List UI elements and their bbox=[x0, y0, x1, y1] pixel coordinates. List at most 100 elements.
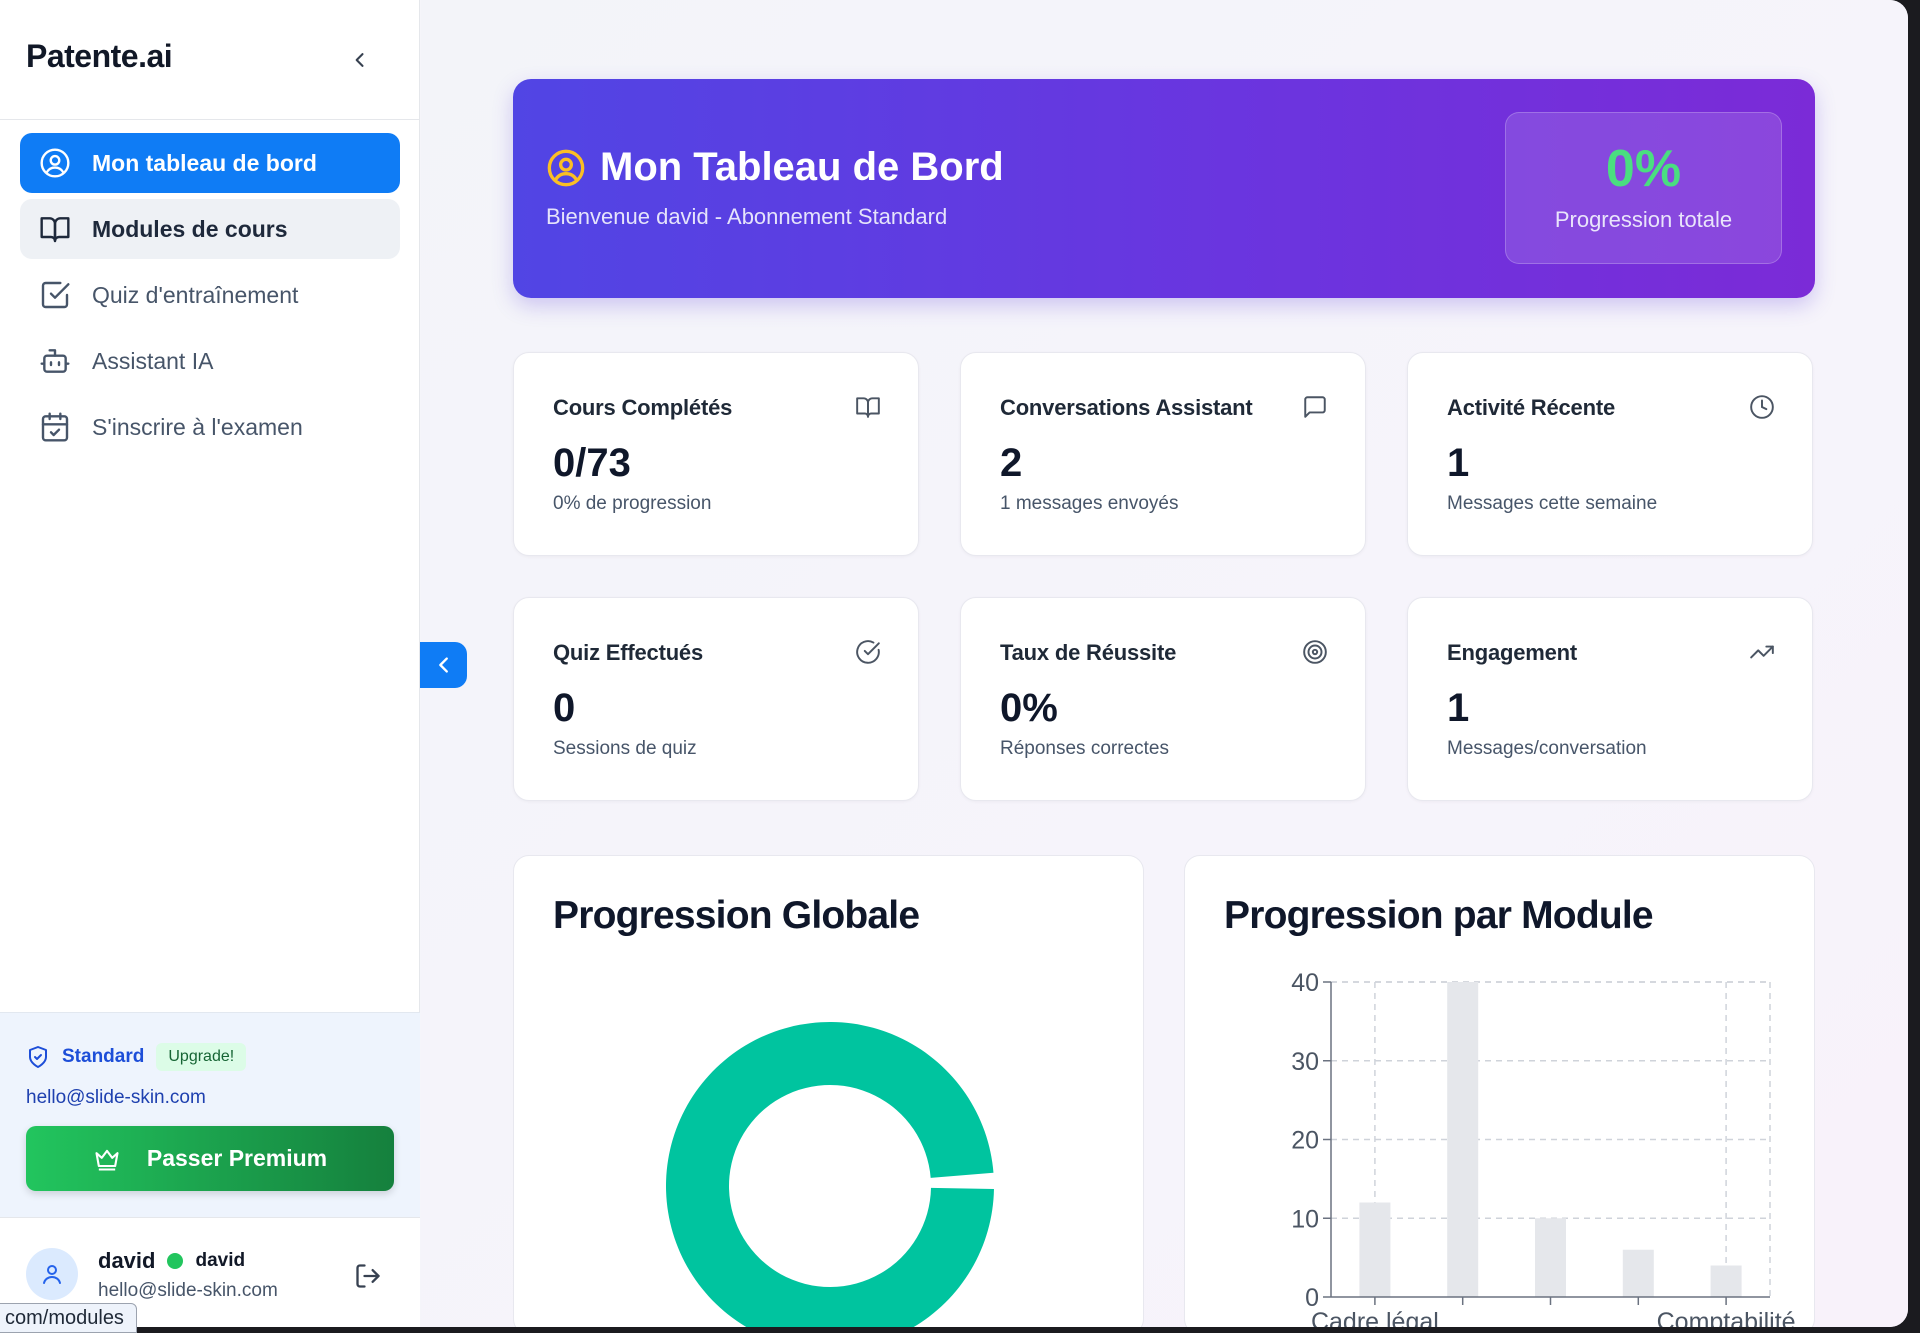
stat-card-subtitle: Messages/conversation bbox=[1447, 738, 1647, 759]
shield-check-icon bbox=[29, 1046, 47, 1068]
status-bar-url: com/modules bbox=[0, 1303, 137, 1333]
stat-card-subtitle: Sessions de quiz bbox=[553, 738, 697, 759]
stat-card-title: Quiz Effectués bbox=[553, 640, 704, 665]
page-title-row: Mon Tableau de Bord bbox=[546, 145, 1004, 190]
y-tick-label: 20 bbox=[1291, 1127, 1319, 1155]
nav-item-label: S'inscrire à l'examen bbox=[92, 413, 303, 440]
message-square-icon bbox=[1301, 393, 1329, 421]
book-open-icon bbox=[38, 212, 72, 246]
nav-item-label: Mon tableau de bord bbox=[92, 149, 317, 176]
chevron-left-icon bbox=[355, 53, 364, 67]
x-tick-label: Cadre légal bbox=[1311, 1308, 1439, 1327]
nav-item-label: Assistant IA bbox=[92, 347, 214, 374]
check-circle-icon bbox=[854, 638, 882, 666]
stat-card-quizzes: Quiz Effectués 0 Sessions de quiz bbox=[513, 597, 919, 801]
stat-card-value: 1 bbox=[1447, 686, 1470, 730]
user-circle-icon bbox=[547, 149, 585, 186]
stat-card-activity: Activité Récente 1 Messages cette semain… bbox=[1407, 352, 1813, 556]
user-circle-icon bbox=[38, 146, 72, 180]
stat-card-subtitle: Réponses correctes bbox=[1000, 738, 1169, 759]
bot-icon bbox=[38, 344, 72, 378]
user-icon bbox=[43, 1265, 61, 1284]
online-status-dot bbox=[167, 1253, 184, 1269]
stat-card-value: 0 bbox=[553, 686, 576, 730]
stat-card-title: Activité Récente bbox=[1447, 395, 1615, 420]
stat-card-conversations: Conversations Assistant 2 1 messages env… bbox=[960, 352, 1366, 556]
welcome-subtitle: Bienvenue david - Abonnement Standard bbox=[546, 204, 948, 229]
global-progress-panel: Progression Globale bbox=[513, 855, 1144, 1327]
stat-card-engagement: Engagement 1 Messages/conversation bbox=[1407, 597, 1813, 801]
y-tick-label: 0 bbox=[1305, 1284, 1319, 1312]
book-open-icon bbox=[854, 393, 882, 421]
bar-0[interactable] bbox=[1359, 1202, 1391, 1298]
stat-card-title: Engagement bbox=[1447, 640, 1578, 665]
stat-card-value: 1 bbox=[1447, 441, 1470, 485]
bar-3[interactable] bbox=[1622, 1249, 1654, 1297]
main-content: Mon Tableau de Bord Bienvenue david - Ab… bbox=[421, 0, 1908, 1327]
stat-card-value: 0/73 bbox=[553, 441, 631, 485]
user-name: david bbox=[98, 1248, 156, 1273]
check-square-icon bbox=[38, 278, 72, 312]
user-username: david bbox=[195, 1250, 246, 1271]
total-progress-stat: 0% Progression totale bbox=[1505, 112, 1782, 264]
nav-item-assistant[interactable]: Assistant IA bbox=[20, 331, 400, 391]
sidebar: Patente.ai Mon tableau de bord Modules d… bbox=[0, 0, 420, 1327]
plan-name: Standard bbox=[62, 1046, 145, 1067]
target-icon bbox=[1301, 638, 1329, 666]
bar-4[interactable] bbox=[1710, 1265, 1742, 1298]
stat-card-title: Conversations Assistant bbox=[1000, 395, 1253, 420]
stat-card-title: Cours Complétés bbox=[553, 395, 733, 420]
nav-item-modules[interactable]: Modules de cours bbox=[20, 199, 400, 259]
total-progress-label: Progression totale bbox=[1554, 207, 1733, 232]
nav-item-label: Quiz d'entraînement bbox=[92, 281, 299, 308]
y-tick-label: 40 bbox=[1291, 969, 1319, 997]
nav-item-dashboard[interactable]: Mon tableau de bord bbox=[20, 133, 400, 193]
stat-card-subtitle: 1 messages envoyés bbox=[1000, 493, 1179, 514]
logout-icon bbox=[356, 1264, 380, 1288]
dashboard-header: Mon Tableau de Bord Bienvenue david - Ab… bbox=[513, 79, 1815, 298]
stat-card-title: Taux de Réussite bbox=[1000, 640, 1177, 665]
sidebar-nav: Mon tableau de bord Modules de cours Qui… bbox=[20, 133, 400, 463]
bar-1[interactable] bbox=[1447, 982, 1479, 1297]
crown-icon bbox=[95, 1149, 119, 1171]
logout-button[interactable] bbox=[350, 1258, 386, 1294]
stat-card-subtitle: Messages cette semaine bbox=[1447, 493, 1658, 514]
upgrade-badge[interactable]: Upgrade! bbox=[156, 1043, 247, 1071]
plan-row: Standard Upgrade! bbox=[26, 1043, 247, 1071]
stat-card-courses: Cours Complétés 0/73 0% de progression bbox=[513, 352, 919, 556]
calendar-check-icon bbox=[38, 410, 72, 444]
user-email: hello@slide-skin.com bbox=[98, 1280, 278, 1301]
y-tick-label: 10 bbox=[1291, 1205, 1319, 1233]
nav-item-exam-register[interactable]: S'inscrire à l'examen bbox=[20, 397, 400, 457]
clock-icon bbox=[1748, 393, 1776, 421]
module-progress-title: Progression par Module bbox=[1224, 894, 1654, 937]
x-tick-label: Comptabilité bbox=[1657, 1308, 1796, 1327]
plan-panel: Standard Upgrade! hello@slide-skin.com P… bbox=[0, 1012, 420, 1217]
sidebar-toggle-button[interactable] bbox=[420, 642, 467, 688]
chevron-left-icon bbox=[438, 657, 448, 673]
donut-chart bbox=[666, 1021, 994, 1327]
global-progress-title: Progression Globale bbox=[553, 894, 920, 937]
y-tick-label: 30 bbox=[1291, 1048, 1319, 1076]
bar-chart: 0 10 20 30 40 Cadre légal Comptabilité bbox=[1291, 969, 1796, 1327]
donut-slice-0[interactable] bbox=[666, 1021, 994, 1327]
collapse-sidebar-button[interactable] bbox=[340, 42, 380, 78]
user-name-row: david david bbox=[98, 1248, 245, 1274]
stat-card-value: 2 bbox=[1000, 441, 1023, 485]
premium-button[interactable]: Passer Premium bbox=[26, 1126, 394, 1191]
module-progress-panel: Progression par Module 0 10 20 30 40 Cadre lé… bbox=[1184, 855, 1815, 1327]
stat-card-subtitle: 0% de progression bbox=[553, 493, 712, 514]
nav-item-quiz[interactable]: Quiz d'entraînement bbox=[20, 265, 400, 325]
nav-item-label: Modules de cours bbox=[92, 215, 288, 242]
page-title: Mon Tableau de Bord bbox=[600, 145, 1004, 189]
avatar[interactable] bbox=[26, 1248, 78, 1300]
bar-chart-grid bbox=[1331, 981, 1771, 1297]
premium-button-label: Passer Premium bbox=[146, 1145, 328, 1171]
brand-logo[interactable]: Patente.ai bbox=[26, 38, 173, 74]
bar-2[interactable] bbox=[1535, 1218, 1566, 1297]
trending-up-icon bbox=[1748, 638, 1776, 666]
stat-card-value: 0% bbox=[1000, 686, 1058, 730]
total-progress-value: 0% bbox=[1605, 140, 1682, 198]
plan-email: hello@slide-skin.com bbox=[26, 1087, 206, 1108]
